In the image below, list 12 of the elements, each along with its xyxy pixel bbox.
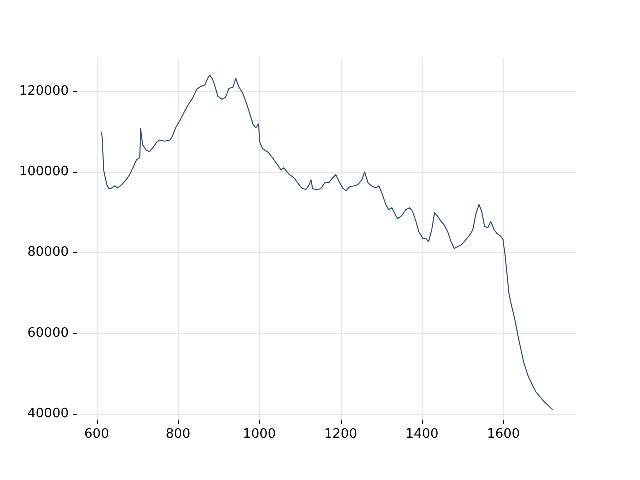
y-tick-label: 40000 bbox=[28, 406, 69, 422]
y-tick-label: 120000 bbox=[19, 84, 69, 99]
y-tick-label: 100000 bbox=[19, 164, 69, 180]
x-tick-label: 1600 bbox=[487, 427, 520, 442]
y-tick-label: 60000 bbox=[28, 326, 69, 341]
x-tick-label: 800 bbox=[166, 427, 191, 442]
x-tick-label: 1400 bbox=[406, 427, 439, 442]
line-series bbox=[101, 74, 554, 410]
x-tick-label: 1200 bbox=[324, 427, 358, 442]
x-tick-label: 600 bbox=[84, 427, 110, 442]
y-tick-label: 80000 bbox=[28, 245, 69, 260]
x-tick-label: 1000 bbox=[243, 427, 276, 442]
